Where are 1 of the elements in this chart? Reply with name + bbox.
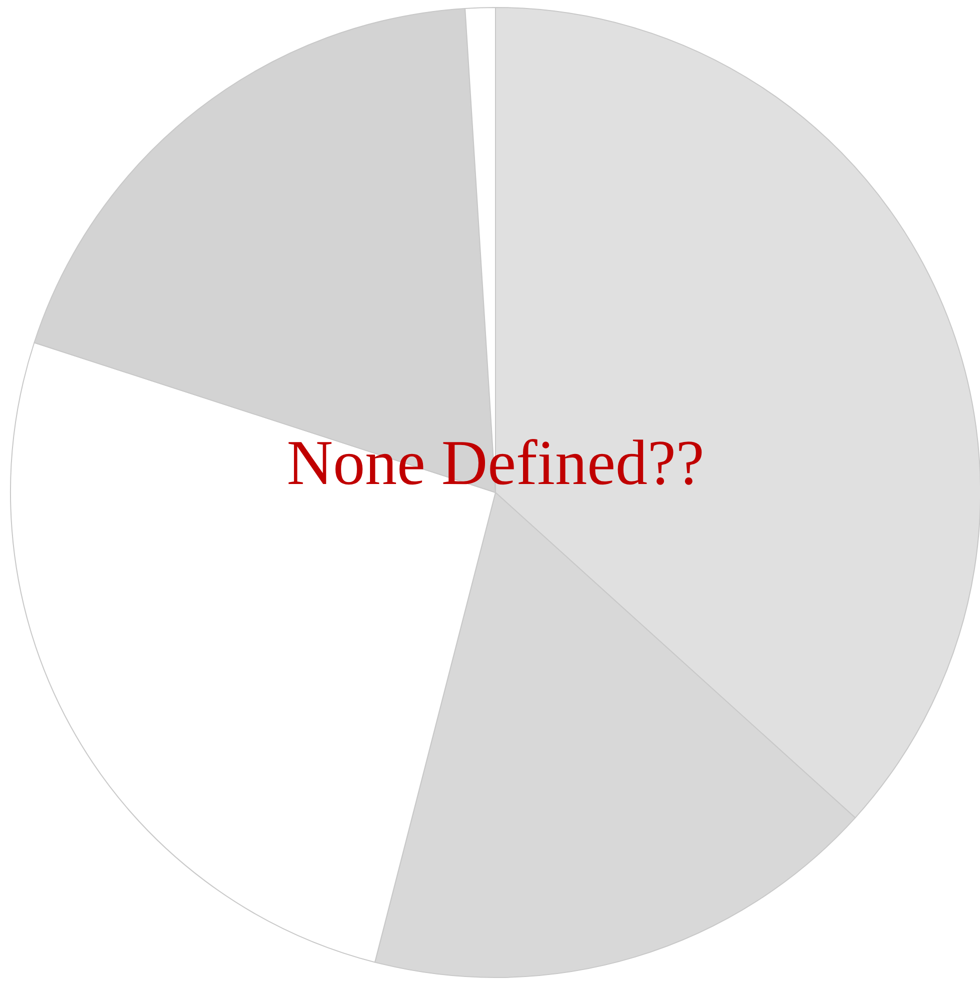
text: None Defined?? xyxy=(286,427,704,498)
